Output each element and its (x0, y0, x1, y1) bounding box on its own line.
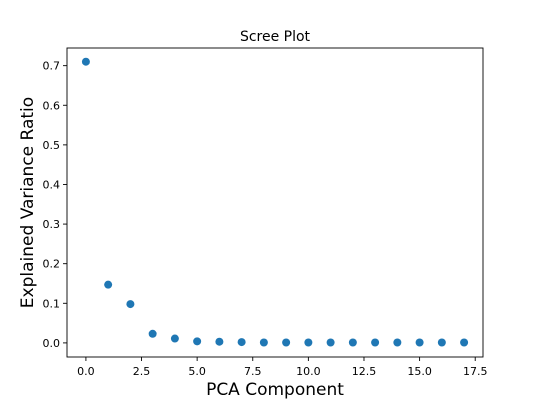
data-points (81, 57, 469, 347)
data-point (259, 338, 268, 347)
y-tick-label: 0.1 (43, 297, 61, 310)
data-point (81, 57, 90, 66)
y-tick-label: 0.5 (43, 139, 61, 152)
y-tick-label: 0.2 (43, 258, 61, 271)
data-point (148, 329, 157, 338)
x-axis-ticks: 0.0 2.5 5.0 7.5 10.0 12.5 15.0 17.5 (77, 357, 487, 378)
x-tick-label: 5.0 (188, 365, 206, 378)
x-tick-label: 0.0 (77, 365, 95, 378)
data-point (415, 338, 424, 347)
data-point (437, 338, 446, 347)
x-axis-label: PCA Component (206, 380, 344, 400)
x-tick-label: 10.0 (296, 365, 321, 378)
x-tick-label: 2.5 (133, 365, 151, 378)
data-point (304, 338, 313, 347)
y-tick-label: 0.4 (43, 178, 61, 191)
data-point (460, 338, 469, 347)
data-point (104, 280, 113, 289)
y-tick-label: 0.7 (43, 60, 61, 73)
x-tick-label: 7.5 (244, 365, 262, 378)
data-point (282, 338, 291, 347)
chart-title: Scree Plot (240, 29, 311, 45)
data-point (348, 338, 357, 347)
y-tick-label: 0.6 (43, 99, 61, 112)
x-tick-label: 12.5 (352, 365, 377, 378)
data-point (371, 338, 380, 347)
plot-frame (66, 47, 484, 358)
data-point (193, 337, 202, 346)
data-point (126, 300, 135, 309)
y-axis-label: Explained Variance Ratio (18, 97, 38, 308)
y-tick-label: 0.0 (43, 337, 61, 350)
data-point (215, 337, 224, 346)
y-tick-label: 0.3 (43, 218, 61, 231)
data-point (326, 338, 335, 347)
y-axis-ticks: 0.0 0.1 0.2 0.3 0.4 0.5 0.6 0.7 (43, 60, 67, 350)
x-tick-label: 15.0 (407, 365, 432, 378)
data-point (393, 338, 402, 347)
x-tick-label: 17.5 (463, 365, 488, 378)
data-point (237, 338, 246, 347)
data-point (170, 334, 179, 343)
